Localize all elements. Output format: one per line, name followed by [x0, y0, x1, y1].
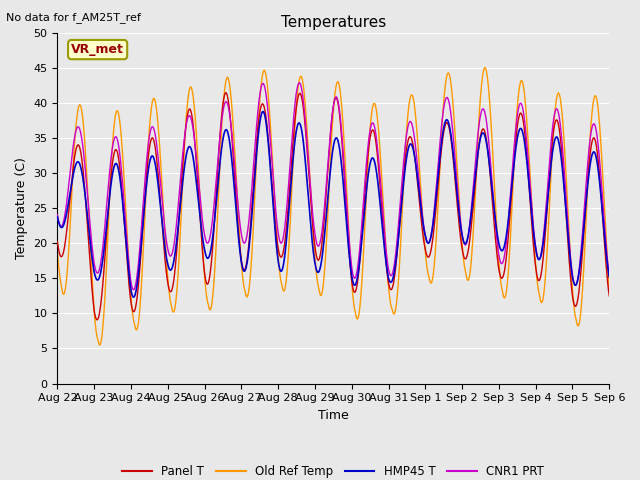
Title: Temperatures: Temperatures [281, 15, 386, 30]
Text: No data for f_AM25T_ref: No data for f_AM25T_ref [6, 12, 141, 23]
Legend: Panel T, Old Ref Temp, HMP45 T, CNR1 PRT: Panel T, Old Ref Temp, HMP45 T, CNR1 PRT [118, 460, 549, 480]
Y-axis label: Temperature (C): Temperature (C) [15, 157, 28, 259]
X-axis label: Time: Time [318, 409, 349, 422]
Text: VR_met: VR_met [71, 43, 124, 56]
